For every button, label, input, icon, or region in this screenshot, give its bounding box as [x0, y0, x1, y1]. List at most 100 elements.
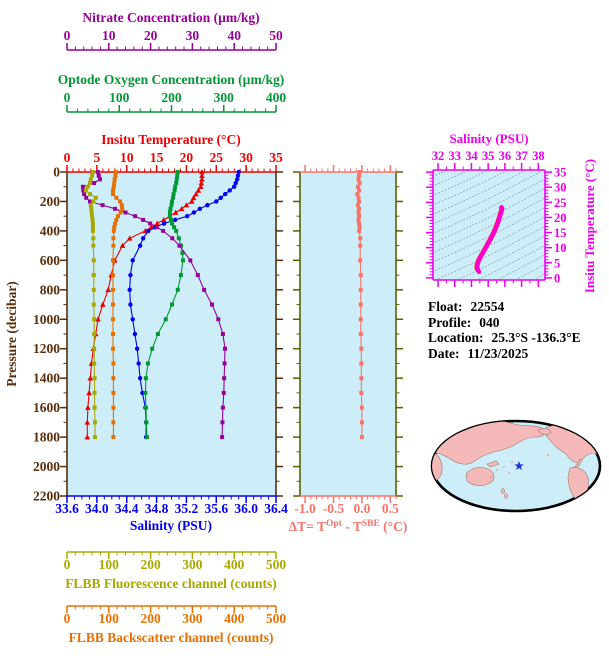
tick-label: 5: [93, 150, 100, 165]
tick-label: 50: [269, 28, 283, 43]
main-plot-background: [67, 172, 276, 496]
tick-label: 33: [448, 149, 461, 163]
optode-oxygen-series: [143, 170, 185, 440]
profile-line: Profile: 040: [428, 315, 500, 330]
axis: [293, 171, 301, 497]
tick-label: 30: [239, 150, 253, 165]
tick-label: 36.0: [234, 501, 258, 516]
axis: 32 33 34 35 36 37 38: [432, 149, 545, 171]
tick-label: 1600: [33, 400, 60, 415]
backscatter-axis-title: FLBB Backscatter channel (counts): [69, 630, 274, 645]
map-australia: [465, 467, 495, 486]
tick-label: 300: [214, 90, 235, 105]
axis: [395, 171, 403, 497]
tick-label: 25: [210, 150, 224, 165]
world-map: [430, 419, 602, 513]
location-line: Location: 25.3°S -136.3°E: [428, 330, 581, 345]
ts-right-axis-title: Insitu Temperature (°C): [582, 159, 597, 293]
tick-label: 0: [554, 271, 560, 285]
pressure-axis-title: Pressure (decibar): [4, 281, 19, 387]
axis: 0 100 200 300 400 500: [64, 605, 287, 626]
flbb-backscatter-series: [110, 170, 125, 440]
tick-label: 1200: [33, 341, 60, 356]
axis: [433, 279, 545, 287]
tick-label: 20: [554, 211, 567, 225]
map-alaska: [537, 428, 552, 435]
float-id-line: Float: 22554: [428, 299, 505, 314]
axis: 0 5 10 15 20 25 30 35: [64, 150, 283, 173]
float-info: Float: 22554 Profile: 040 Location: 25.3°S …: [428, 299, 581, 361]
tick-label: 2200: [33, 489, 60, 504]
axis: [300, 165, 397, 173]
tick-label: 400: [266, 90, 287, 105]
tick-label: 100: [99, 557, 120, 572]
tick-label: 300: [182, 611, 203, 626]
tick-label: 34.0: [85, 501, 109, 516]
flbb-fluorescence-series: [83, 170, 98, 440]
tick-label: 2000: [33, 459, 60, 474]
date-line: Date: 11/23/2025: [428, 346, 528, 361]
tick-label: 36.4: [264, 501, 288, 516]
tick-label: 0: [64, 557, 71, 572]
tick-label: 400: [40, 223, 61, 238]
tick-label: 400: [224, 611, 245, 626]
tick-label: 30: [554, 181, 567, 195]
tick-label: 1800: [33, 430, 60, 445]
tick-label: 0: [64, 611, 71, 626]
float-location-star: [514, 461, 524, 471]
tick-label: 34: [465, 149, 478, 163]
tick-label: 500: [266, 611, 287, 626]
map-new-zealand-south: [504, 493, 508, 499]
temperature-axis-title: Insitu Temperature (°C): [101, 132, 240, 147]
tick-label: 34.4: [115, 501, 139, 516]
tick-label: 0.5: [382, 501, 399, 516]
tick-label: 15: [554, 226, 567, 240]
tick-label: 35.2: [175, 501, 199, 516]
axis: 0 100 200 300 400: [64, 90, 287, 113]
tick-label: 400: [224, 557, 245, 572]
tick-label: 0: [64, 150, 71, 165]
map-islands: [490, 454, 549, 478]
axis: 0 100 200 300 400 500: [64, 551, 286, 572]
map-new-zealand-north: [501, 488, 505, 494]
profile-series: [80, 169, 505, 440]
nitrate-series: [80, 170, 228, 440]
tick-label: 200: [40, 194, 61, 209]
tick-label: 25: [554, 196, 567, 210]
tick-label: 300: [182, 557, 203, 572]
tick-label: 0.0: [353, 501, 370, 516]
tick-label: 10: [554, 241, 567, 255]
tick-label: 15: [150, 150, 164, 165]
tick-label: 0: [64, 28, 71, 43]
delta-t-axis-title: ΔT= TOpt - TSBE (°C): [289, 519, 408, 534]
tick-label: -0.5: [323, 501, 345, 516]
map-greenland: [576, 422, 591, 432]
tick-label: 20: [144, 28, 158, 43]
axis: [275, 171, 283, 497]
tick-label: 35.6: [204, 501, 228, 516]
tick-label: 800: [40, 282, 61, 297]
tick-label: 5: [554, 256, 560, 270]
axis: [426, 170, 434, 280]
tick-label: 20: [180, 150, 194, 165]
axis: 0 200 400 600 800 1000 1200 1400 1600 1800 2000 220…: [33, 165, 68, 504]
tick-label: 36: [499, 149, 512, 163]
nitrate-axis-title: Nitrate Concentration (µm/kg): [82, 10, 259, 25]
ts-title: Salinity (PSU): [449, 131, 528, 146]
salinity-axis-title: Salinity (PSU): [130, 518, 212, 533]
oxygen-axis-title: Optode Oxygen Concentration (µm/kg): [58, 72, 284, 87]
tick-label: 200: [161, 90, 182, 105]
tick-label: 10: [102, 28, 116, 43]
axes: 0200400600800100012001400160018002000220…: [33, 28, 567, 626]
tick-label: 38: [532, 149, 545, 163]
tick-label: 32: [432, 149, 445, 163]
tick-label: 10: [120, 150, 134, 165]
map-new-guinea: [486, 460, 500, 468]
tick-label: 35: [269, 150, 283, 165]
tick-label: 35: [554, 166, 567, 180]
tick-label: 40: [227, 28, 241, 43]
t-s-curve-series: [474, 204, 505, 275]
tick-label: 37: [515, 149, 528, 163]
